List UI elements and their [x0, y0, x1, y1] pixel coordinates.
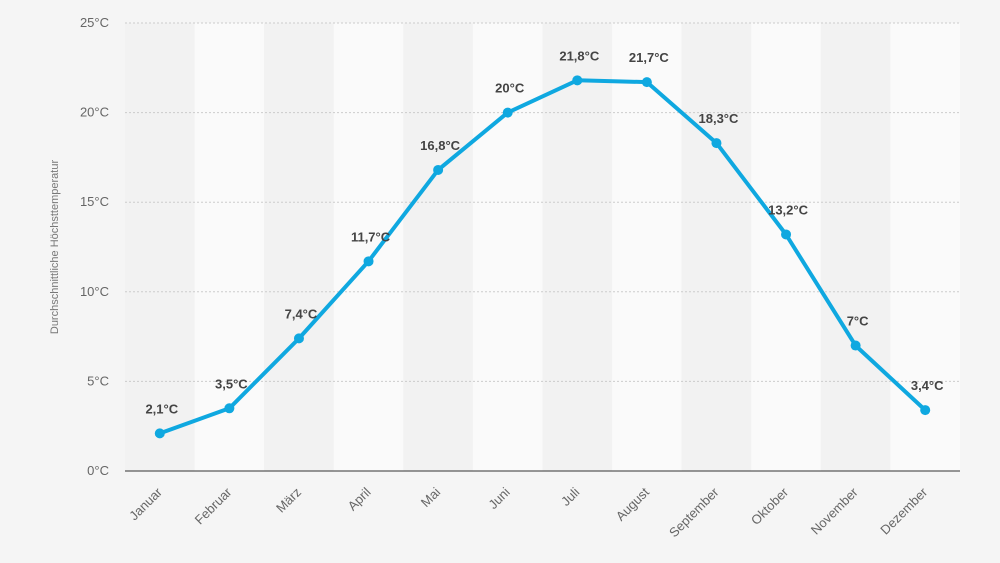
- data-label: 11,7°C: [351, 229, 391, 244]
- data-point: [224, 403, 235, 414]
- data-point: [781, 229, 792, 240]
- column-band: [542, 23, 613, 471]
- column-band: [820, 23, 891, 471]
- data-point: [363, 256, 374, 267]
- x-tick-label: Mai: [418, 484, 443, 509]
- data-point: [293, 333, 304, 344]
- data-points: [154, 75, 931, 439]
- data-label: 3,5°C: [215, 376, 248, 391]
- data-point: [154, 428, 165, 439]
- data-point: [433, 164, 444, 175]
- x-tick-label: August: [613, 484, 652, 523]
- data-label: 16,8°C: [420, 138, 461, 153]
- x-tick-label: Juli: [558, 484, 582, 508]
- column-band: [264, 23, 334, 471]
- column-band: [194, 23, 265, 471]
- data-label: 3,4°C: [911, 378, 944, 393]
- y-tick-label: 5°C: [87, 373, 109, 388]
- grid-lines: [125, 22, 960, 382]
- x-axis-ticks: Januar Februar März April Mai Juni Juli August S…: [126, 484, 931, 540]
- column-band: [681, 23, 752, 471]
- column-band: [890, 23, 960, 471]
- x-tick-label: Oktober: [748, 484, 792, 528]
- x-tick-label: November: [808, 484, 861, 537]
- column-band: [751, 23, 821, 471]
- column-bands: [125, 23, 960, 471]
- data-label: 2,1°C: [145, 401, 178, 416]
- data-label: 20°C: [495, 81, 525, 96]
- data-point: [920, 405, 931, 416]
- column-band: [403, 23, 473, 471]
- column-band: [125, 23, 195, 471]
- column-band: [612, 23, 682, 471]
- data-label: 13,2°C: [768, 202, 809, 217]
- x-tick-label: Januar: [126, 484, 165, 523]
- x-tick-label: Dezember: [877, 484, 930, 537]
- x-tick-label: März: [273, 485, 304, 516]
- data-point: [850, 340, 861, 351]
- y-axis-ticks: 0°C 5°C 10°C 15°C 20°C 25°C: [80, 15, 109, 478]
- data-label: 7,4°C: [285, 306, 318, 321]
- series-line: [157, 78, 928, 436]
- y-tick-label: 15°C: [80, 194, 109, 209]
- data-label: 18,3°C: [699, 111, 740, 126]
- data-point: [711, 138, 722, 149]
- column-band: [472, 23, 543, 471]
- data-label: 7°C: [847, 314, 869, 329]
- y-tick-label: 25°C: [80, 15, 109, 30]
- data-point: [502, 107, 513, 118]
- data-label: 21,7°C: [629, 50, 670, 65]
- x-tick-label: Juni: [485, 484, 513, 512]
- data-labels: 2,1°C 3,5°C 7,4°C 11,7°C 16,8°C 20°C 21,8°C 21,…: [145, 48, 944, 416]
- x-tick-label: September: [666, 484, 722, 540]
- data-point: [641, 77, 652, 88]
- y-axis-label: Durchschnittliche Höchsttemperatur: [49, 160, 61, 335]
- column-band: [333, 23, 404, 471]
- data-point: [572, 75, 583, 86]
- x-tick-label: Februar: [192, 484, 235, 527]
- y-tick-label: 0°C: [87, 463, 109, 478]
- data-label: 21,8°C: [559, 48, 600, 63]
- y-tick-label: 20°C: [80, 105, 109, 120]
- x-tick-label: April: [345, 484, 374, 513]
- y-tick-label: 10°C: [80, 284, 109, 299]
